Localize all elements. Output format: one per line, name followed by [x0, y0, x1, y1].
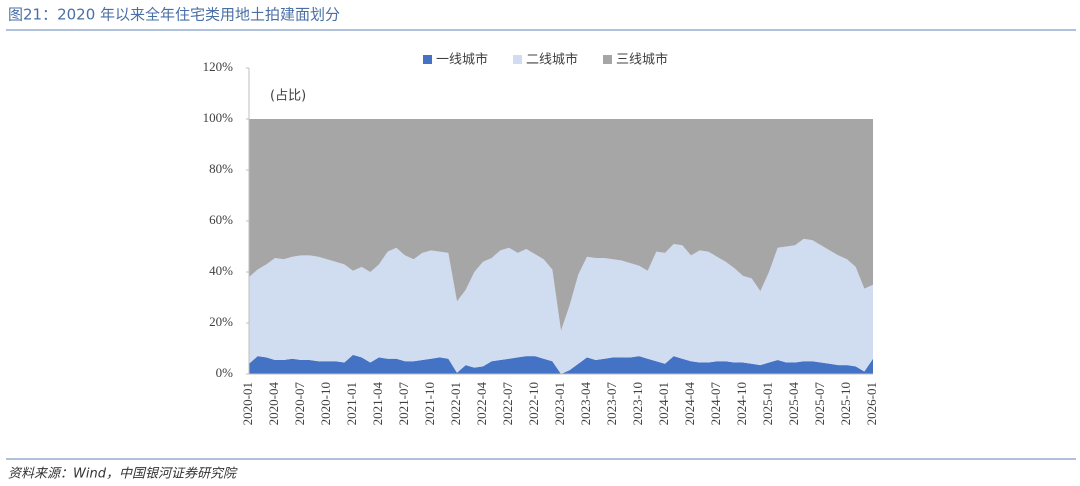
x-tick-label: 2024-04 — [682, 382, 697, 426]
x-tick-label: 2024-01 — [656, 382, 671, 425]
x-tick-label: 2020-10 — [318, 382, 333, 425]
y-tick-label: 120% — [203, 59, 234, 74]
x-tick-label: 2026-01 — [864, 382, 879, 425]
x-tick-label: 2021-07 — [396, 382, 411, 426]
x-tick-label: 2020-01 — [240, 382, 255, 425]
y-tick-label: 40% — [209, 263, 233, 278]
annotation: (占比) — [270, 89, 306, 104]
x-tick-label: 2024-07 — [708, 382, 723, 426]
x-tick-label: 2021-10 — [422, 382, 437, 425]
x-tick-label: 2022-01 — [448, 382, 463, 425]
legend-label: 二线城市 — [526, 52, 578, 68]
x-tick-label: 2025-10 — [838, 382, 853, 425]
source: 资料来源：Wind，中国银河证券研究院 — [8, 466, 238, 482]
legend-label: 一线城市 — [436, 52, 488, 68]
x-tick-label: 2021-01 — [344, 382, 359, 425]
x-tick-label: 2021-04 — [370, 382, 385, 426]
y-tick-label: 0% — [216, 365, 234, 380]
legend-swatch — [423, 55, 432, 64]
legend-label: 三线城市 — [616, 52, 668, 68]
x-tick-label: 2024-10 — [734, 382, 749, 425]
x-tick-label: 2020-07 — [292, 382, 307, 426]
x-tick-label: 2023-10 — [630, 382, 645, 425]
chart-title: 图21：2020 年以来全年住宅类用地土拍建面划分 — [8, 6, 340, 24]
area — [249, 238, 873, 374]
legend-swatch — [513, 55, 522, 64]
x-tick-label: 2025-01 — [760, 382, 775, 425]
area — [249, 119, 873, 331]
x-tick-label: 2025-07 — [812, 382, 827, 426]
legend-swatch — [603, 55, 612, 64]
x-tick-label: 2022-07 — [500, 382, 515, 426]
x-tick-label: 2020-04 — [266, 382, 281, 426]
x-tick-label: 2025-04 — [786, 382, 801, 426]
x-tick-label: 2022-10 — [526, 382, 541, 425]
y-tick-label: 60% — [209, 212, 233, 227]
y-tick-label: 100% — [203, 110, 234, 125]
x-tick-label: 2023-01 — [552, 382, 567, 425]
y-tick-label: 80% — [209, 161, 233, 176]
x-tick-label: 2023-04 — [578, 382, 593, 426]
x-tick-label: 2022-04 — [474, 382, 489, 426]
x-tick-label: 2023-07 — [604, 382, 619, 426]
area — [249, 354, 873, 374]
y-tick-label: 20% — [209, 314, 233, 329]
